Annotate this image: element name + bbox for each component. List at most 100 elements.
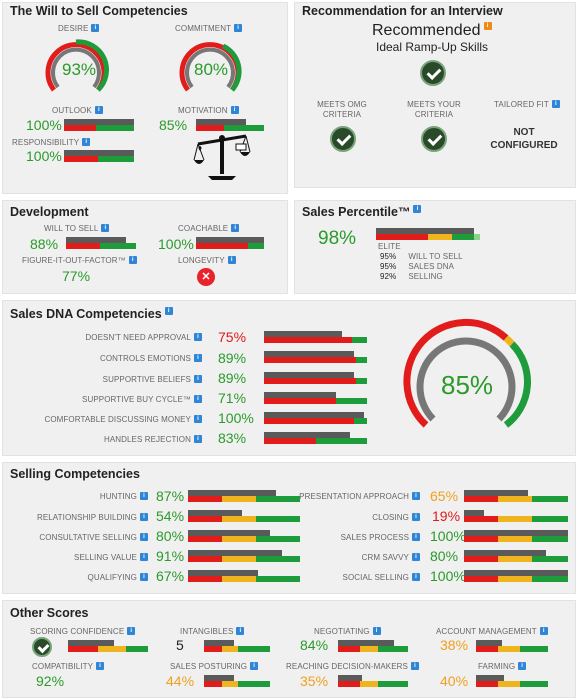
info-icon[interactable]: i — [372, 627, 381, 635]
desire-value: 93% — [62, 60, 97, 79]
percentile-title: Sales Percentile™ i — [302, 205, 422, 219]
info-icon[interactable]: i — [410, 662, 419, 670]
info-icon[interactable]: i — [194, 375, 202, 383]
account-management-bar — [476, 640, 548, 652]
selling-item-value: 19% — [432, 508, 461, 524]
meets-omg-check-icon — [330, 126, 356, 152]
dna-item-value: 100% — [218, 410, 254, 426]
reaching-bar — [338, 675, 408, 687]
info-icon[interactable]: i — [128, 256, 137, 264]
longevity-label: LONGEVITY i — [178, 256, 236, 265]
info-icon[interactable]: i — [140, 533, 148, 541]
selling-item-bar — [464, 530, 568, 542]
info-icon[interactable]: i — [412, 553, 420, 561]
info-icon[interactable]: i — [412, 492, 420, 500]
dna-item-bar — [264, 351, 367, 363]
dna-item-value: 89% — [218, 370, 247, 386]
info-icon[interactable]: i — [194, 435, 202, 443]
not-configured-text: NOT CONFIGURED — [490, 127, 558, 151]
info-icon[interactable]: i — [140, 513, 148, 521]
longevity-x-icon: ✕ — [197, 268, 215, 286]
compatibility-label: COMPATIBILITY i — [32, 662, 105, 671]
info-icon[interactable]: i — [101, 224, 110, 232]
recommendation-panel — [294, 2, 576, 188]
balance-scale-icon — [193, 134, 251, 180]
selling-item-value: 80% — [156, 528, 185, 544]
selling-item-label: SELLING VALUE i — [20, 553, 148, 562]
farming-bar — [476, 675, 548, 687]
desire-gauge — [45, 39, 110, 92]
negotiating-value: 84% — [300, 637, 329, 653]
account-management-value: 38% — [440, 637, 469, 653]
recommendation-status: Recommended i — [372, 22, 492, 40]
dna-item-label: HANDLES REJECTION i — [40, 435, 202, 444]
selling-item-value: 80% — [430, 548, 459, 564]
reaching-value: 35% — [300, 673, 329, 689]
info-icon[interactable]: i — [483, 22, 492, 30]
selling-item-bar — [188, 570, 300, 582]
intangibles-label: INTANGIBLES i — [180, 627, 245, 636]
info-icon[interactable]: i — [412, 573, 420, 581]
info-icon[interactable]: i — [127, 627, 136, 635]
responsibility-value: 100% — [26, 148, 62, 164]
scoring-confidence-check-icon — [32, 637, 52, 657]
motivation-bar — [196, 119, 264, 131]
info-icon[interactable]: i — [94, 106, 103, 114]
info-icon[interactable]: i — [164, 307, 173, 315]
info-icon[interactable]: i — [194, 415, 202, 423]
info-icon[interactable]: i — [412, 533, 420, 541]
commitment-value: 80% — [194, 60, 229, 79]
selling-item-label: CLOSING i — [290, 513, 420, 522]
dna-item-bar — [264, 392, 367, 404]
info-icon[interactable]: i — [82, 138, 91, 146]
coachable-bar — [196, 237, 264, 249]
info-icon[interactable]: i — [227, 256, 236, 264]
sales-posturing-bar — [204, 675, 270, 687]
info-icon[interactable]: i — [91, 24, 100, 32]
info-icon[interactable]: i — [140, 492, 148, 500]
scoring-confidence-label: SCORING CONFIDENCE i — [30, 627, 136, 636]
info-icon[interactable]: i — [413, 205, 422, 213]
info-icon[interactable]: i — [140, 553, 148, 561]
info-icon[interactable]: i — [194, 395, 202, 403]
selling-item-bar — [188, 490, 300, 502]
selling-item-label: RELATIONSHIP BUILDING i — [20, 513, 148, 522]
other-title: Other Scores — [10, 606, 89, 620]
info-icon[interactable]: i — [231, 224, 240, 232]
info-icon[interactable]: i — [140, 573, 148, 581]
selling-item-label: HUNTING i — [20, 492, 148, 501]
info-icon[interactable]: i — [234, 24, 243, 32]
will-to-sell-title: The Will to Sell Competencies — [10, 4, 188, 18]
compatibility-value: 92% — [36, 673, 65, 689]
info-icon[interactable]: i — [194, 354, 202, 362]
info-icon[interactable]: i — [518, 662, 527, 670]
info-icon[interactable]: i — [230, 106, 239, 114]
intangibles-bar — [204, 640, 270, 652]
selling-item-label: SALES PROCESS i — [290, 533, 420, 542]
will-to-sell-dev-value: 88% — [30, 236, 59, 252]
dna-item-value: 75% — [218, 329, 247, 345]
dna-item-label: SUPPORTIVE BUY CYCLE™ i — [40, 395, 202, 404]
selling-item-value: 100% — [430, 568, 466, 584]
sales-posturing-label: SALES POSTURING i — [170, 662, 259, 671]
negotiating-label: NEGOTIATING i — [314, 627, 381, 636]
info-icon[interactable]: i — [236, 627, 245, 635]
info-icon[interactable]: i — [96, 662, 105, 670]
recommended-check-icon — [420, 60, 446, 86]
dna-item-label: DOESN'T NEED APPROVAL i — [40, 333, 202, 342]
selling-item-label: CONSULTATIVE SELLING i — [20, 533, 148, 542]
percentile-panel — [294, 200, 576, 294]
info-icon[interactable]: i — [551, 100, 560, 108]
dna-item-label: COMFORTABLE DISCUSSING MONEY i — [40, 415, 202, 424]
farming-value: 40% — [440, 673, 469, 689]
percentile-row: 92% SELLING — [380, 272, 443, 281]
selling-item-value: 65% — [430, 488, 459, 504]
dna-title: Sales DNA Competencies i — [10, 307, 173, 321]
info-icon[interactable]: i — [539, 627, 548, 635]
info-icon[interactable]: i — [250, 662, 259, 670]
responsibility-bar — [64, 150, 134, 162]
info-icon[interactable]: i — [412, 513, 420, 521]
commitment-gauge — [179, 42, 242, 92]
info-icon[interactable]: i — [194, 333, 202, 341]
dna-item-bar — [264, 432, 367, 444]
